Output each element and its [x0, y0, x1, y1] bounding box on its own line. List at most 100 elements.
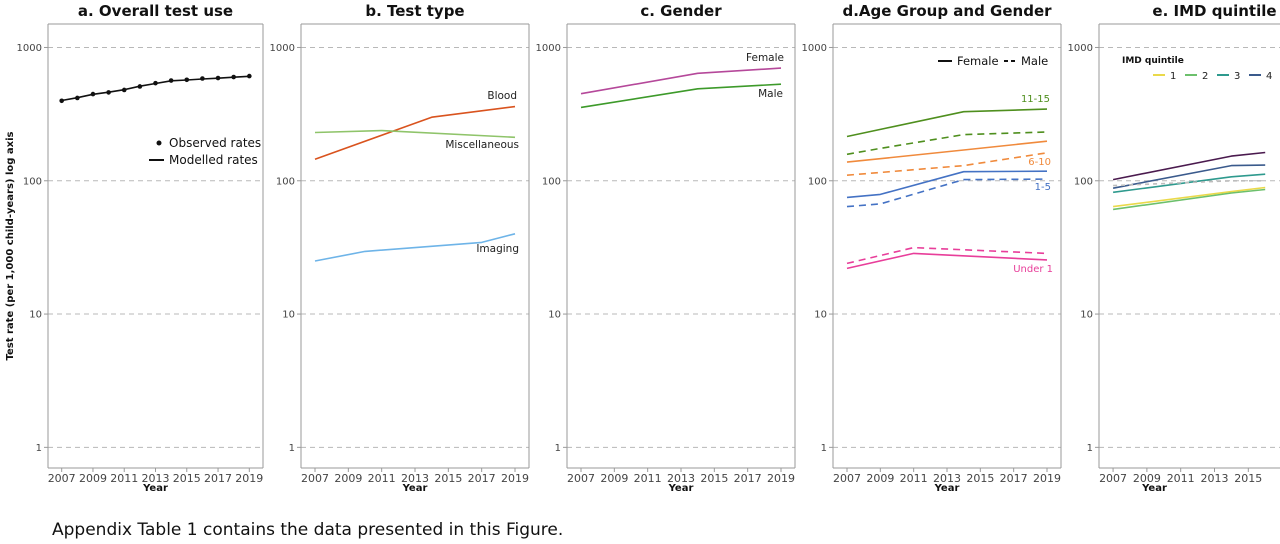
- series-line-miscellaneous: [314, 129, 516, 139]
- y-tick-label: 100: [808, 176, 827, 187]
- panel-title: a. Overall test use: [78, 2, 233, 20]
- data-point: [106, 90, 111, 95]
- series-group: [1112, 151, 1266, 211]
- panel-title: e. IMD quintile: [1152, 2, 1276, 20]
- series-line-4: [1112, 164, 1266, 189]
- legend-label: Male: [1021, 54, 1048, 68]
- series-line-2: [1112, 188, 1266, 211]
- y-tick-label: 100: [1074, 176, 1093, 187]
- series-line-under-1-male: [846, 246, 1048, 265]
- y-tick-label: 10: [1080, 310, 1093, 321]
- series-line-undefined-undefined: [61, 75, 250, 102]
- series-line-3: [1112, 173, 1266, 194]
- series-line-blood: [314, 105, 516, 161]
- x-tick-label: 2007: [567, 472, 595, 485]
- x-tick-label: 2019: [235, 472, 263, 485]
- data-point: [121, 87, 127, 93]
- series-label: Female: [746, 52, 784, 64]
- group-label: 1-5: [1035, 182, 1051, 193]
- x-tick-label: 2015: [966, 472, 994, 485]
- series-line-5: [1112, 151, 1266, 181]
- x-tick-label: 2009: [79, 472, 107, 485]
- series-line-6-10-male: [846, 152, 1048, 176]
- series-line-1: [1112, 186, 1266, 208]
- series-group: [314, 105, 516, 262]
- series-line-under-1-female: [846, 252, 1048, 270]
- x-tick-label: 2015: [173, 472, 201, 485]
- data-point: [59, 98, 64, 104]
- y-tick-label: 1000: [270, 43, 295, 54]
- y-tick-label: 100: [23, 176, 42, 187]
- x-tick-label: 2019: [767, 472, 795, 485]
- x-tick-label: 2007: [301, 472, 329, 485]
- data-point: [153, 80, 158, 86]
- x-tick-label: 2013: [401, 472, 429, 485]
- series-label: Blood: [487, 90, 517, 102]
- x-tick-label: 2013: [933, 472, 961, 485]
- panel-b: b. Test type 1 10 100 1000 2007 2009 2011 2013 20…: [270, 2, 530, 494]
- legend-label: 2: [1202, 71, 1208, 82]
- panel-d: d.Age Group and Gender 1 10 100 1000 2007 2009…: [802, 2, 1062, 494]
- x-tick-label: 2009: [600, 472, 628, 485]
- data-point: [90, 91, 96, 97]
- series-label: Male: [758, 88, 783, 100]
- legend-label: 3: [1234, 71, 1240, 82]
- legend-label: 4: [1266, 71, 1272, 82]
- y-tick-label: 1000: [17, 43, 42, 54]
- x-tick-label: 2019: [501, 472, 529, 485]
- legend-title: IMD quintile: [1122, 56, 1184, 66]
- series-group: [846, 108, 1048, 270]
- series-line-1-5-male: [846, 178, 1048, 208]
- y-tick-label: 10: [548, 310, 561, 321]
- panel-title: d.Age Group and Gender: [842, 2, 1052, 20]
- series-line-11-15-male: [846, 131, 1048, 156]
- series-group: [580, 67, 782, 109]
- x-tick-label: 2017: [1000, 472, 1028, 485]
- x-tick-label: 2017: [204, 472, 232, 485]
- figure-caption: Appendix Table 1 contains the data prese…: [52, 520, 564, 540]
- x-tick-label: 2007: [833, 472, 861, 485]
- x-tick-label: 2017: [468, 472, 496, 485]
- series-line-1-5-female: [846, 170, 1048, 199]
- panel-title: c. Gender: [640, 2, 722, 20]
- legend-label: Female: [957, 54, 999, 68]
- panel-a: a. Overall test use 1 10 100 1000 2007 2009 201…: [17, 2, 264, 494]
- series-line-11-15-female: [846, 108, 1048, 138]
- x-axis-label: Year: [402, 483, 428, 494]
- y-tick-label: 10: [29, 310, 42, 321]
- x-tick-label: 2009: [1133, 472, 1161, 485]
- series-line-female: [580, 67, 782, 95]
- series-label: Miscellaneous: [445, 139, 519, 151]
- series-line-6-10-female: [846, 140, 1048, 163]
- data-point: [137, 84, 143, 89]
- y-axis-label: Test rate (per 1,000 child-years) log ax…: [5, 131, 16, 360]
- series-line-imaging: [314, 233, 516, 262]
- data-point: [184, 77, 190, 83]
- series-label: Imaging: [476, 243, 519, 255]
- y-tick-label: 100: [542, 176, 561, 187]
- data-point: [231, 74, 236, 80]
- legend-dot-marker: [156, 140, 162, 146]
- y-tick-label: 1000: [1068, 43, 1093, 54]
- x-tick-label: 2011: [1167, 472, 1195, 485]
- x-tick-label: 2011: [900, 472, 928, 485]
- legend-label: Modelled rates: [169, 153, 258, 167]
- x-axis-label: Year: [1141, 483, 1167, 494]
- y-tick-label: 1: [555, 443, 561, 454]
- x-tick-label: 2007: [1099, 472, 1127, 485]
- y-tick-label: 10: [814, 310, 827, 321]
- panel-title: b. Test type: [365, 2, 464, 20]
- y-tick-label: 1: [36, 443, 42, 454]
- y-tick-label: 100: [276, 176, 295, 187]
- y-tick-label: 1: [1087, 443, 1093, 454]
- group-label: 11-15: [1021, 94, 1050, 105]
- x-tick-label: 2011: [634, 472, 662, 485]
- x-tick-label: 2015: [1234, 472, 1262, 485]
- x-axis-label: Year: [668, 483, 694, 494]
- series-group: [59, 73, 252, 104]
- data-point: [200, 76, 205, 81]
- x-tick-label: 2007: [48, 472, 76, 485]
- y-tick-label: 10: [282, 310, 295, 321]
- group-label: Under 1: [1013, 264, 1053, 275]
